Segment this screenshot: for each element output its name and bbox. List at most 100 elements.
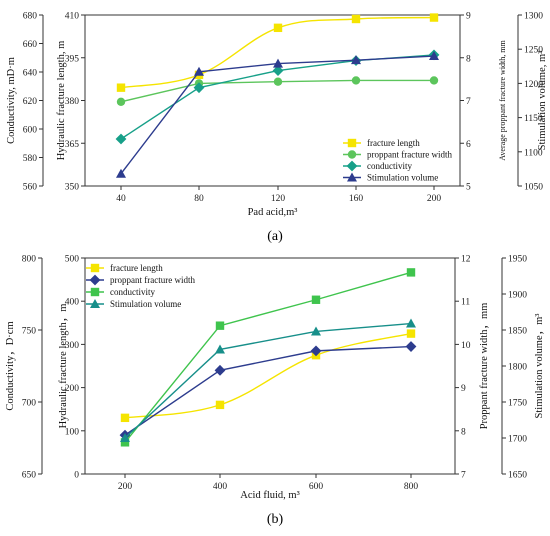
legend-label: conductivity <box>110 287 155 297</box>
y-axis-title: Hydraulic fracture length，m <box>58 304 69 429</box>
data-point <box>273 77 283 86</box>
y-tick-label: 1200 <box>524 80 543 90</box>
y-axis-volume: 1050 1100 1150 1200 1250 1300 Stimulation volu… <box>517 12 548 193</box>
legend-swatch-marker <box>347 172 357 182</box>
y-tick-label: 10 <box>461 341 471 351</box>
data-point <box>273 23 283 33</box>
y-tick-label: 410 <box>65 12 80 22</box>
y-axis-title: Conductivity, mD·m <box>6 57 17 144</box>
y-tick-label: 1800 <box>508 363 527 373</box>
x-axis-title: Pad acid,m³ <box>248 207 298 218</box>
data-point <box>406 318 416 328</box>
data-point <box>116 83 126 92</box>
data-point <box>215 344 225 354</box>
y-tick-label: 1100 <box>524 148 543 158</box>
y-tick-label: 1050 <box>524 183 543 193</box>
data-point <box>194 66 204 76</box>
y-tick-label: 1950 <box>508 255 527 265</box>
y-tick-label: 1300 <box>524 12 543 22</box>
legend: fracture length proppant fracture widthco… <box>343 138 452 183</box>
legend-swatch-marker <box>347 150 357 159</box>
y-tick-label: 12 <box>461 255 471 265</box>
x-tick-label: 600 <box>309 482 324 492</box>
data-point <box>215 321 225 330</box>
series-stimulation-volume <box>120 318 416 442</box>
y-tick-label: 1700 <box>508 435 527 445</box>
y-tick-label: 1150 <box>524 114 543 124</box>
y-tick-label: 580 <box>23 154 38 164</box>
y-tick-label: 500 <box>65 255 80 265</box>
y-tick-label: 100 <box>65 427 80 437</box>
data-point <box>116 97 126 106</box>
y-tick-label: 8 <box>461 427 466 437</box>
y-axis-title: Average proppant fracture width, mm <box>498 39 507 160</box>
data-point <box>120 433 130 442</box>
panel-label: (b) <box>267 512 284 527</box>
x-tick-label: 120 <box>271 194 286 204</box>
data-point <box>120 413 130 423</box>
y-tick-label: 640 <box>23 69 38 79</box>
x-axis: 200 400 600 800 Acid fluid, m³ <box>118 474 418 501</box>
series-proppant-fracture-width <box>116 76 439 106</box>
y-axis-title: Proppant fracture width，mm <box>479 303 490 430</box>
y-tick-label: 680 <box>23 12 38 22</box>
y-tick-label: 700 <box>22 399 37 409</box>
legend-swatch-marker <box>89 274 101 286</box>
data-point <box>406 329 416 338</box>
data-point <box>405 341 417 352</box>
data-point <box>272 65 284 76</box>
y-axis-title: Stimulation volume，m³ <box>534 314 545 419</box>
y-tick-label: 1250 <box>524 46 543 56</box>
y-tick-label: 0 <box>74 471 79 481</box>
data-point <box>215 400 225 410</box>
y-tick-label: 750 <box>22 327 37 337</box>
y-axis-volume: 1650 1700 1750 1800 1850 1900 1950 Stimulation … <box>501 255 545 481</box>
series-proppant-fracture-width <box>119 341 417 441</box>
data-point <box>429 76 439 85</box>
y-tick-label: 1850 <box>508 327 527 337</box>
x-tick-label: 200 <box>118 482 133 492</box>
series-line <box>124 345 412 436</box>
data-point <box>120 438 130 447</box>
data-point <box>193 82 205 94</box>
y-axis-conductivity: 560 580 600 620 640 660 680 Conductivity, mD·m <box>6 12 44 193</box>
x-axis: 40 80 120 160 200 Pad acid,m³ <box>116 186 441 218</box>
data-point <box>406 268 416 277</box>
data-point <box>429 51 439 61</box>
legend-swatch-marker <box>90 263 100 273</box>
legend-swatch-marker <box>346 160 358 172</box>
data-point <box>351 55 361 65</box>
y-tick-label: 6 <box>466 140 471 150</box>
y-axis-fracture-length: 0 100 200 300 400 500 Hydraulic fracture lengt… <box>58 255 86 481</box>
data-point <box>311 326 321 336</box>
legend-label: conductivity <box>367 161 412 171</box>
data-point <box>273 58 283 68</box>
data-point <box>115 133 127 145</box>
x-tick-label: 160 <box>349 194 364 204</box>
y-tick-label: 300 <box>65 341 80 351</box>
data-point <box>310 345 322 357</box>
legend-label: Stimulation volume <box>367 173 438 183</box>
x-tick-label: 200 <box>427 194 442 204</box>
series-line <box>124 271 412 443</box>
panel-label: (a) <box>267 229 283 244</box>
data-point <box>116 168 126 178</box>
y-tick-label: 400 <box>65 298 80 308</box>
y-tick-label: 365 <box>65 140 80 150</box>
y-tick-label: 200 <box>65 384 80 394</box>
x-tick-label: 40 <box>116 194 126 204</box>
panel-b: 650 700 750 800 Conductivity，D·cm 0 100 200 300 4… <box>5 255 545 528</box>
legend-label: fracture length <box>367 138 420 148</box>
x-tick-label: 400 <box>213 482 228 492</box>
data-point <box>429 13 439 22</box>
y-tick-label: 7 <box>466 97 471 107</box>
y-tick-label: 380 <box>65 97 80 107</box>
legend-label: proppant fracture width <box>367 150 452 160</box>
x-axis-title: Acid fluid, m³ <box>240 490 299 501</box>
y-tick-label: 350 <box>65 183 80 193</box>
y-axis-width: 5 6 7 8 9 Average proppant fracture width, mm <box>459 12 507 193</box>
legend-label: fracture length <box>110 263 163 273</box>
